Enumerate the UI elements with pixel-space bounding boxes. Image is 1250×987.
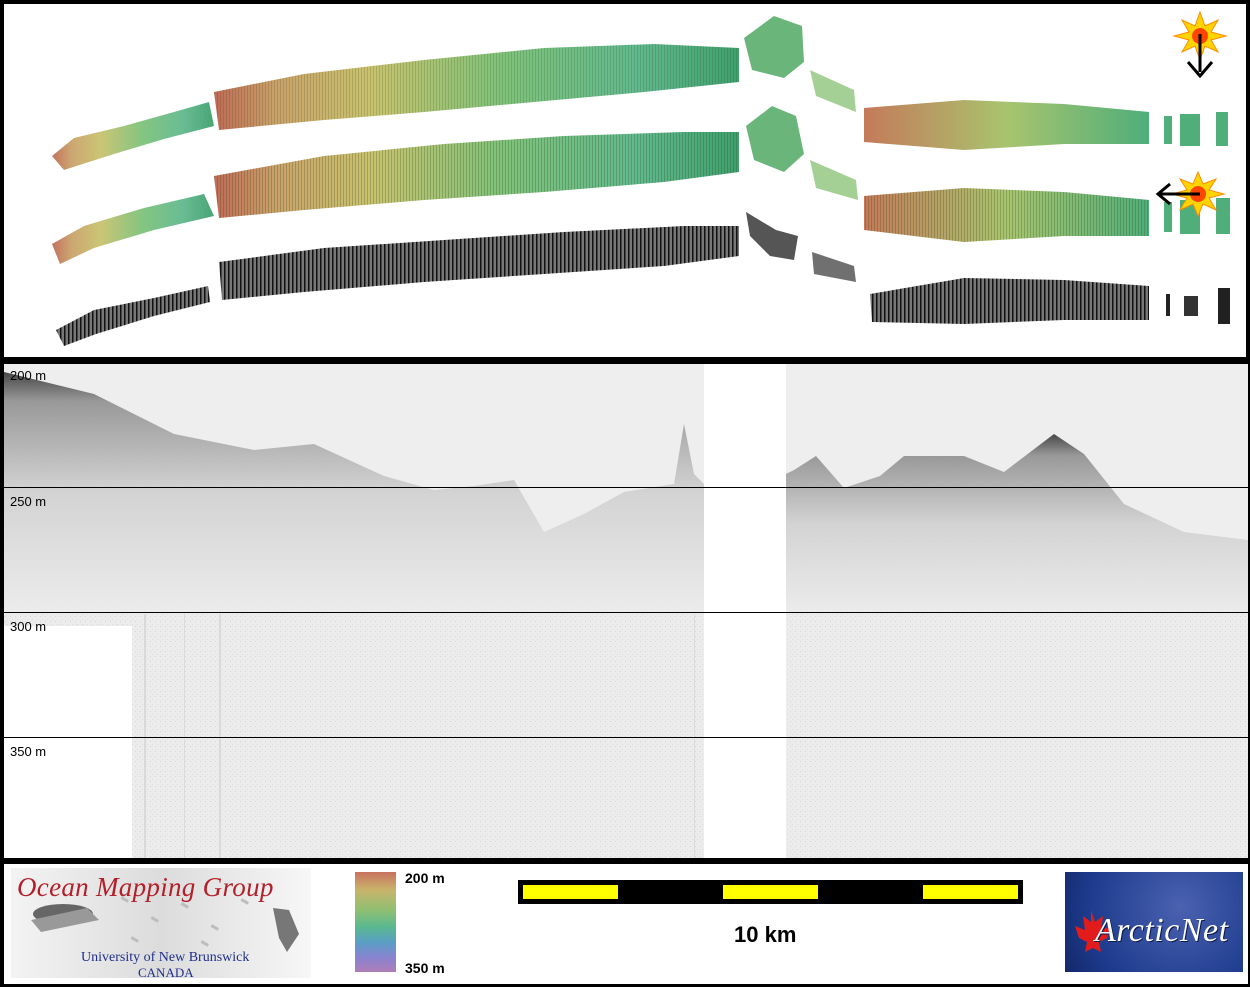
- omg-logo-graphic: [31, 896, 299, 952]
- scale-bar-segment: [723, 885, 818, 899]
- depth-label-200: 200 m: [10, 368, 47, 383]
- scale-bar: [518, 880, 1023, 904]
- colorbar-bottom-label: 350 m: [405, 960, 445, 976]
- strip-1-east: [864, 100, 1149, 150]
- scale-bar-segment: [523, 885, 618, 899]
- colorbar-top-label: 200 m: [405, 870, 445, 886]
- depth-label-300: 300 m: [10, 619, 47, 634]
- omg-title: Ocean Mapping Group: [17, 872, 274, 902]
- strip-2-west: [52, 194, 214, 264]
- legend-panel: Ocean Mapping Group University of New Br…: [4, 864, 1248, 984]
- depth-label-250: 250 m: [10, 494, 47, 509]
- depth-label-350: 350 m: [10, 744, 47, 759]
- strip-1-bits: [810, 70, 856, 112]
- omg-university: University of New Brunswick: [81, 950, 250, 965]
- maple-leaf-icon: [1075, 910, 1111, 952]
- depth-colorbar: [355, 872, 396, 972]
- strip-2-knoll: [746, 106, 804, 172]
- subbottom-profile-panel: 200 m 250 m 300 m 350 m: [4, 364, 1248, 858]
- subbottom-profile-graphic: [4, 364, 1248, 858]
- strip-3-east: [870, 278, 1149, 324]
- seabed-west: [4, 372, 704, 614]
- strip-1-knoll: [744, 16, 804, 78]
- strip-3-west: [56, 286, 210, 346]
- seabed-east: [786, 434, 1248, 614]
- arrow-down-icon: [1186, 34, 1214, 79]
- data-gap: [704, 364, 786, 858]
- strip-1-west: [52, 102, 214, 170]
- bathymetry-strips-panel: [4, 4, 1246, 357]
- arrow-left-icon: [1155, 182, 1200, 206]
- water-column-west: [4, 364, 704, 532]
- strip-3-knoll: [746, 212, 798, 260]
- scale-bar-segment: [923, 885, 1018, 899]
- arcticnet-logo: ArcticNet: [1065, 872, 1243, 972]
- depth-gridline-250: [4, 487, 1248, 488]
- scale-bar-label: 10 km: [734, 922, 797, 947]
- strip-3-main: [219, 226, 739, 300]
- bathymetry-strips-graphic: [52, 10, 1230, 346]
- depth-gridline-300: [4, 612, 1248, 613]
- depth-gridline-350: [4, 737, 1248, 738]
- arcticnet-wordmark: ArcticNet: [1095, 912, 1229, 949]
- water-column-east: [786, 364, 1248, 540]
- ocean-mapping-group-logo: Ocean Mapping Group University of New Br…: [11, 868, 311, 978]
- omg-country: CANADA: [138, 965, 194, 978]
